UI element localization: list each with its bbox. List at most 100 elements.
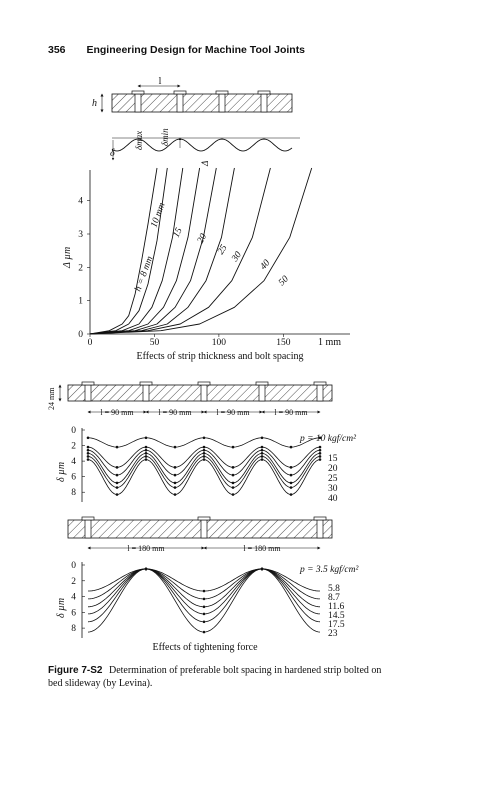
bolt-head [257,90,271,95]
strip2-body [67,384,333,402]
data-point [173,473,177,477]
y-tick-label: 2 [71,577,76,587]
y-tick-label: 2 [78,263,83,273]
data-point [318,452,322,455]
series-line [89,167,201,335]
data-point [144,436,148,440]
chart2-ylabel: δ µm [56,462,67,482]
bolt [84,519,92,539]
bolt-head [173,90,187,95]
x-tick-label: 150 [276,338,291,348]
bolt [316,519,324,539]
chart1-x-unit: 1 mm [318,337,341,348]
series-label: 50 [277,274,291,288]
y-tick-label: 0 [71,426,76,436]
data-point [86,452,90,455]
figure-caption: Figure 7-S2 Determination of preferable … [48,664,398,690]
data-point [144,567,148,571]
bolt-head [131,90,145,95]
y-tick-label: 6 [71,473,76,483]
data-point [86,436,90,440]
bolt-head [197,381,211,386]
series-label: 40 [328,494,338,504]
bolt-head [197,516,211,521]
data-point [115,445,119,449]
bolt [84,384,92,402]
x-tick-label: 50 [150,338,160,348]
series-line [89,167,271,335]
bolt [134,93,142,113]
chart1-ticks: 0 50 100 150 0 1 2 3 4 [78,197,290,348]
data-point [289,493,293,496]
strip-bolts [131,90,271,113]
spacing-dimensions-90: l = 90 mm l = 90 mm l = 90 mm l = 90 mm [87,408,321,417]
bolt-head [81,516,95,521]
data-point [231,473,235,477]
series-label: 25 [328,474,338,484]
chart2-ticks: 0 2 4 6 8 [71,426,85,498]
data-point [202,612,206,616]
y-tick-label: 6 [71,608,76,618]
chart1-ylabel: Δ µm [62,247,73,269]
data-point [202,436,206,440]
series-line [89,167,313,335]
strip3-body [67,519,333,539]
data-point [173,445,177,449]
data-point [260,445,264,449]
data-point [173,493,177,496]
y-tick-label: 8 [71,624,76,634]
data-point [260,455,264,458]
data-point [202,448,206,452]
delta-min-label: δmin [160,128,170,146]
data-point [289,481,293,485]
data-point [202,630,206,634]
series-label: 30 [230,250,244,265]
chart2-pressure-label: p = 10 kgf/cm² [299,433,356,444]
bolt-head [313,381,327,386]
data-point [289,473,293,477]
data-point [144,455,148,458]
data-point [86,458,90,461]
bolt-head [215,90,229,95]
chart3-ticks: 0 2 4 6 8 [71,561,85,634]
data-point [115,486,119,489]
y-tick-label: 4 [71,457,76,467]
data-point [173,481,177,485]
bolt [142,384,150,402]
data-point [318,448,322,452]
series-label: 15 [328,454,338,464]
series-label: 11.6 [328,602,345,612]
data-point [260,448,264,452]
running-title: Engineering Design for Machine Tool Join… [86,44,306,56]
data-point [202,620,206,624]
strip-90mm: 24 mm l = 90 mm l = 90 mm l = 90 mm l = 90 … [47,381,333,417]
bolt-head [139,381,153,386]
data-point [260,567,264,571]
data-point [202,589,206,593]
series-line [89,167,184,335]
data-point [202,597,206,601]
y-tick-label: 2 [71,442,76,452]
series-label: 25 [216,243,230,257]
spacing-label: l = 90 mm [274,408,308,417]
series-label: 17.5 [328,620,345,630]
series-label: 23 [328,629,338,639]
data-point [260,458,264,461]
data-point [318,458,322,461]
chart3-title: Effects of tightening force [152,642,258,653]
data-point [202,452,206,455]
Delta-label: Δ [200,161,210,167]
caption-text: Determination of preferable bolt spacing… [48,665,382,689]
spacing-dimensions-180: l = 180 mm l = 180 mm [87,544,321,553]
y-tick-label: 4 [78,197,83,207]
series-label: 30 [328,484,338,494]
data-point [202,458,206,461]
spacing-label: l = 180 mm [243,544,281,553]
bolt [258,384,266,402]
data-point [115,473,119,477]
data-point [115,493,119,496]
figure-label: Figure 7-S2 [48,665,103,676]
strip-schematic: h l δ δmax δmin Δ [92,76,300,167]
